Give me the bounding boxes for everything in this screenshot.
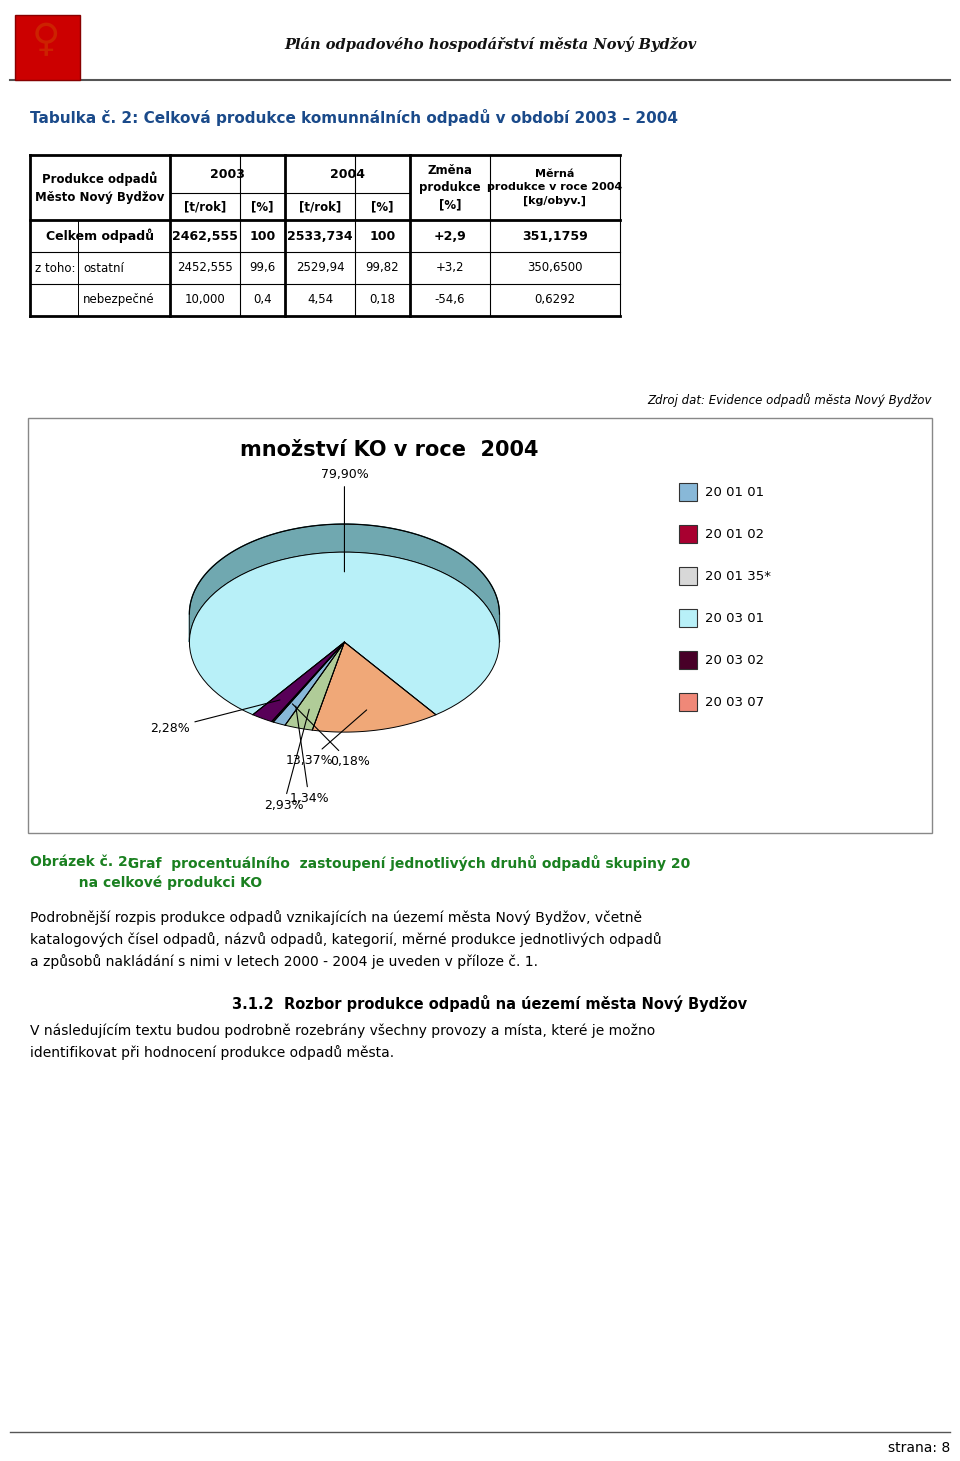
Text: nebezpečné: nebezpečné [83,294,155,307]
Text: 0,6292: 0,6292 [535,294,576,307]
Text: +3,2: +3,2 [436,262,465,275]
Text: 0,18%: 0,18% [293,704,370,768]
Polygon shape [189,524,499,641]
Text: 20 03 07: 20 03 07 [705,695,764,709]
Text: 2452,555: 2452,555 [178,262,233,275]
Bar [15,15,80,80]
Text: 2,93%: 2,93% [264,709,309,812]
Bar [679,567,697,584]
Polygon shape [252,641,345,722]
Text: -54,6: -54,6 [435,294,466,307]
Text: 79,90%: 79,90% [321,468,369,571]
Text: 2462,555: 2462,555 [172,229,238,243]
Text: 4,54: 4,54 [307,294,333,307]
Bar [679,484,697,501]
Text: 100: 100 [370,229,396,243]
Text: Zdroj dat: Evidence odpadů města Nový Bydžov: Zdroj dat: Evidence odpadů města Nový By… [647,393,932,408]
Text: a způsobů nakládání s nimi v letech 2000 - 2004 je uveden v příloze č. 1.: a způsobů nakládání s nimi v letech 2000… [30,954,538,969]
Text: 2533,734: 2533,734 [287,229,353,243]
Text: identifikovat při hodnocení produkce odpadů města.: identifikovat při hodnocení produkce odp… [30,1045,395,1059]
Text: Graf  procentuálního  zastoupení jednotlivých druhů odpadů skupiny 20: Graf procentuálního zastoupení jednotliv… [118,855,690,871]
Text: 2,28%: 2,28% [150,700,280,735]
Polygon shape [312,641,436,732]
Text: ostatní: ostatní [83,262,124,275]
Polygon shape [272,641,345,722]
Text: ♀: ♀ [32,20,60,58]
Text: 20 03 01: 20 03 01 [705,612,764,624]
Text: z toho:: z toho: [35,262,76,275]
Bar [679,609,697,627]
Text: 2004: 2004 [330,168,365,181]
Polygon shape [274,641,345,725]
Text: 13,37%: 13,37% [285,710,367,767]
Text: 3.1.2  Rozbor produkce odpadů na úezemí města Nový Bydžov: 3.1.2 Rozbor produkce odpadů na úezemí m… [232,995,748,1012]
Text: Tabulka č. 2: Celková produkce komunnálních odpadů v období 2003 – 2004: Tabulka č. 2: Celková produkce komunnáln… [30,110,678,127]
Polygon shape [189,524,499,641]
Text: [%]: [%] [372,200,394,213]
Bar [28,418,932,833]
Text: 350,6500: 350,6500 [527,262,583,275]
Text: 20 01 35*: 20 01 35* [705,570,771,583]
Text: katalogových čísel odpadů, názvů odpadů, kategorií, měrné produkce jednotlivých : katalogových čísel odpadů, názvů odpadů,… [30,932,661,947]
Text: 99,6: 99,6 [250,262,276,275]
Text: 2003: 2003 [210,168,245,181]
Text: Produkce odpadů
Město Nový Bydžov: Produkce odpadů Město Nový Bydžov [36,171,165,203]
Text: 20 01 02: 20 01 02 [705,527,764,541]
Text: Celkem odpadů: Celkem odpadů [46,229,154,244]
Polygon shape [285,641,345,730]
Text: 99,82: 99,82 [366,262,399,275]
Text: 20 03 02: 20 03 02 [705,653,764,666]
Text: Změna
produkce
[%]: Změna produkce [%] [420,164,481,210]
Text: množství KO v roce  2004: množství KO v roce 2004 [240,440,539,460]
Text: +2,9: +2,9 [434,229,467,243]
Bar [679,524,697,543]
Text: 1,34%: 1,34% [289,706,329,805]
Text: 0,18: 0,18 [370,294,396,307]
Text: 10,000: 10,000 [184,294,226,307]
Text: Plán odpadového hospodářství města Nový Bydžov: Plán odpadového hospodářství města Nový … [284,37,696,51]
Text: 20 01 01: 20 01 01 [705,485,764,498]
Bar [679,652,697,669]
Text: V následujícím textu budou podrobně rozebrány všechny provozy a místa, které je : V následujícím textu budou podrobně roze… [30,1023,656,1037]
Text: Měrná
produkce v roce 2004
[kg/obyv.]: Měrná produkce v roce 2004 [kg/obyv.] [488,169,623,206]
Text: Podrobnější rozpis produkce odpadů vznikajících na úezemí města Nový Bydžov, vče: Podrobnější rozpis produkce odpadů vznik… [30,910,642,925]
Text: [%]: [%] [252,200,274,213]
Bar [679,693,697,712]
Text: na celkové produkci KO: na celkové produkci KO [30,875,262,890]
Text: 2529,94: 2529,94 [296,262,345,275]
Text: Obrázek č. 2:: Obrázek č. 2: [30,855,133,869]
Text: 351,1759: 351,1759 [522,229,588,243]
Text: 100: 100 [250,229,276,243]
Polygon shape [189,552,499,714]
Text: strana: 8: strana: 8 [888,1441,950,1455]
Text: [t/rok]: [t/rok] [299,200,341,213]
Text: [t/rok]: [t/rok] [184,200,227,213]
Text: 0,4: 0,4 [253,294,272,307]
